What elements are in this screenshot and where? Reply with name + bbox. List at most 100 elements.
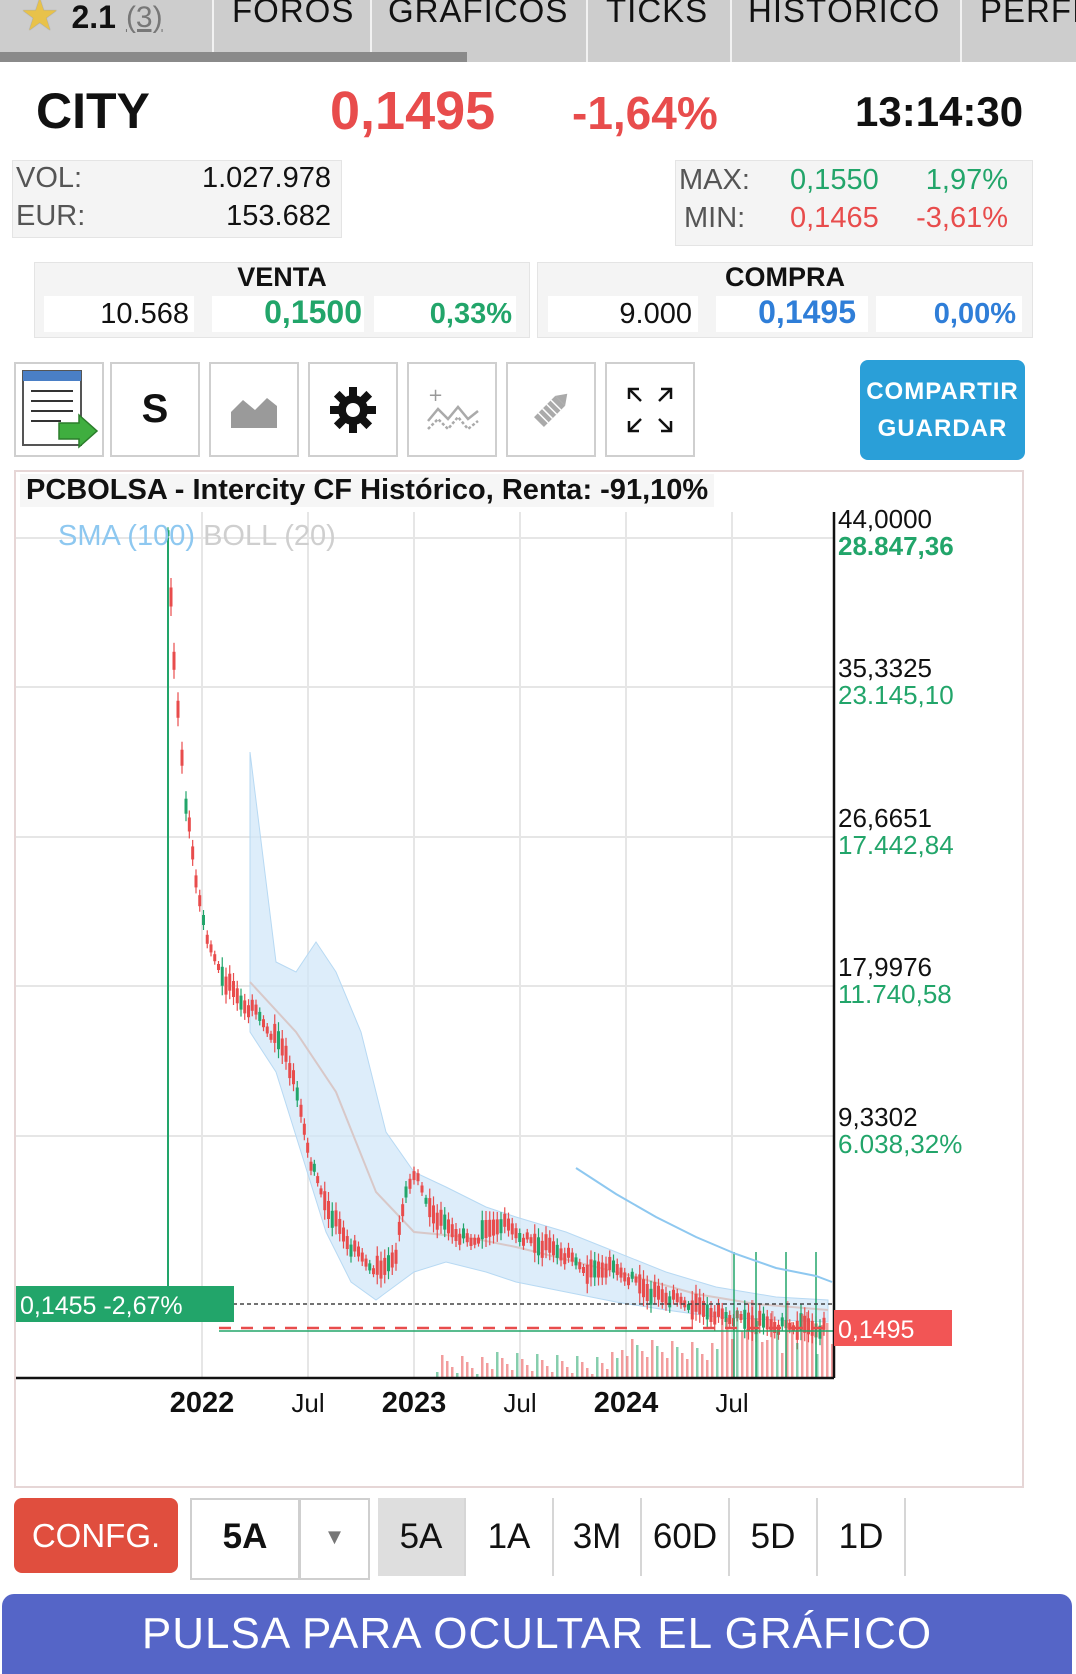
candle-body (364, 1258, 368, 1267)
last-price: 0,1495 (330, 81, 496, 141)
candle-body (649, 1288, 653, 1305)
tab-scroll-indicator (0, 52, 467, 62)
candle-body (615, 1264, 619, 1276)
candle-body (372, 1268, 375, 1275)
candle-body (205, 934, 209, 944)
eur-value: 153.682 (226, 200, 331, 232)
buy-price-cell (716, 296, 868, 332)
candle-body (540, 1240, 544, 1258)
candle-body (702, 1300, 705, 1317)
volume-bar (796, 1343, 799, 1378)
candle-body (169, 587, 173, 607)
max-pct: 1,97% (925, 164, 1008, 196)
candle-body (454, 1229, 458, 1241)
candle-body (319, 1188, 323, 1195)
y-tick-pct: 11.740,58 (838, 979, 952, 1009)
candle-body (803, 1315, 807, 1333)
volume-bar (466, 1362, 469, 1378)
y-axis-labels: 44,000028.847,3635,332523.145,1026,66511… (838, 504, 962, 1159)
candle-body (228, 973, 232, 991)
tab-foros[interactable]: FOROS (232, 0, 354, 62)
candle-body (559, 1248, 563, 1261)
candle-body (739, 1314, 743, 1320)
y-tick-price: 17,9976 (838, 952, 932, 982)
config-button[interactable]: CONFG. (14, 1498, 178, 1573)
chart-canvas[interactable]: 44,000028.847,3635,332523.145,1026,66511… (16, 472, 1024, 1488)
range-5a[interactable]: 5A (378, 1498, 464, 1576)
share-save-button[interactable]: COMPARTIR GUARDAR (860, 360, 1025, 460)
candle-body (477, 1237, 480, 1244)
range-60d[interactable]: 60D (652, 1517, 718, 1556)
candle-body (525, 1232, 529, 1240)
volume-bar (776, 1332, 779, 1378)
area-chart-button[interactable] (209, 362, 299, 457)
candle-body (439, 1209, 443, 1226)
candle-body (705, 1304, 709, 1320)
add-indicator-button[interactable]: + (407, 362, 497, 457)
tab-label: HISTÓRICO (748, 0, 941, 29)
rating[interactable]: ★ 2.1 (3) (20, 0, 163, 43)
candle-body (720, 1308, 724, 1320)
legend-boll[interactable]: BOLL (20) (203, 520, 336, 552)
buy-pct-cell (876, 296, 1022, 332)
price-chart[interactable]: 44,0000 28.847,36 35,3325 23.145,10 26,6651 1… (14, 470, 1024, 1488)
candle-body (273, 1023, 277, 1043)
candle-body (232, 981, 235, 997)
volume-bar (821, 1325, 824, 1378)
volume-bar (646, 1357, 649, 1378)
range-1d[interactable]: 1D (838, 1517, 884, 1556)
volume-bar (536, 1354, 539, 1378)
hide-chart-button[interactable]: PULSA PARA OCULTAR EL GRÁFICO (2, 1594, 1072, 1674)
volume-bar (616, 1358, 619, 1378)
candle-body (180, 749, 184, 766)
candle-body (675, 1293, 679, 1303)
candle-body (383, 1257, 387, 1275)
period-dropdown-button[interactable] (299, 1498, 370, 1580)
candle-body (570, 1252, 574, 1262)
range-1a[interactable]: 1A (487, 1517, 531, 1556)
candle-body (309, 1161, 313, 1171)
settings-button[interactable] (308, 362, 398, 457)
candle-body (698, 1297, 702, 1315)
s-button[interactable]: S (110, 362, 200, 457)
range-3m[interactable]: 3M (572, 1517, 622, 1556)
candle-body (462, 1228, 465, 1239)
y-tick-pct: 6.038,32% (838, 1129, 962, 1159)
volume-value: 1.027.978 (201, 162, 331, 194)
period-select[interactable] (190, 1498, 300, 1580)
volume-bar (651, 1340, 654, 1378)
tab-divider (586, 0, 588, 62)
rating-count[interactable]: (3) (125, 0, 163, 34)
tab-label: TICKS (606, 0, 709, 29)
y-tick-pct: 17.442,84 (838, 830, 954, 860)
draw-button[interactable] (506, 362, 596, 457)
candle-body (299, 1104, 303, 1117)
legend-sma[interactable]: SMA (100) (58, 520, 195, 552)
range-5d[interactable]: 5D (750, 1517, 796, 1556)
candle-body (360, 1252, 364, 1262)
volume-bar (806, 1312, 809, 1378)
period-select-value[interactable]: 5A (222, 1517, 268, 1556)
tab-perfil[interactable]: PERFIL (980, 0, 1076, 62)
volume-bar (561, 1361, 564, 1378)
candle-body (634, 1276, 638, 1283)
volume-bar (461, 1356, 464, 1378)
volume-bar (661, 1352, 664, 1378)
candle-body (424, 1197, 428, 1204)
candle-body (765, 1316, 769, 1330)
export-button[interactable] (14, 362, 104, 457)
volume-bar (631, 1339, 634, 1378)
fullscreen-button[interactable] (605, 362, 695, 457)
range-divider (728, 1498, 730, 1576)
candle-body (728, 1315, 732, 1325)
tab-ticks[interactable]: TICKS (606, 0, 708, 62)
area-chart-icon (231, 397, 277, 428)
volume-bar (531, 1371, 534, 1378)
tab-historico[interactable]: HISTÓRICO (748, 0, 940, 62)
candle-body (533, 1233, 537, 1253)
volume-bar (761, 1342, 764, 1378)
star-icon: ★ (20, 0, 60, 40)
tab-graficos[interactable]: GRÁFICOS (388, 0, 568, 62)
candle-body (209, 944, 213, 953)
range-divider (640, 1498, 642, 1576)
